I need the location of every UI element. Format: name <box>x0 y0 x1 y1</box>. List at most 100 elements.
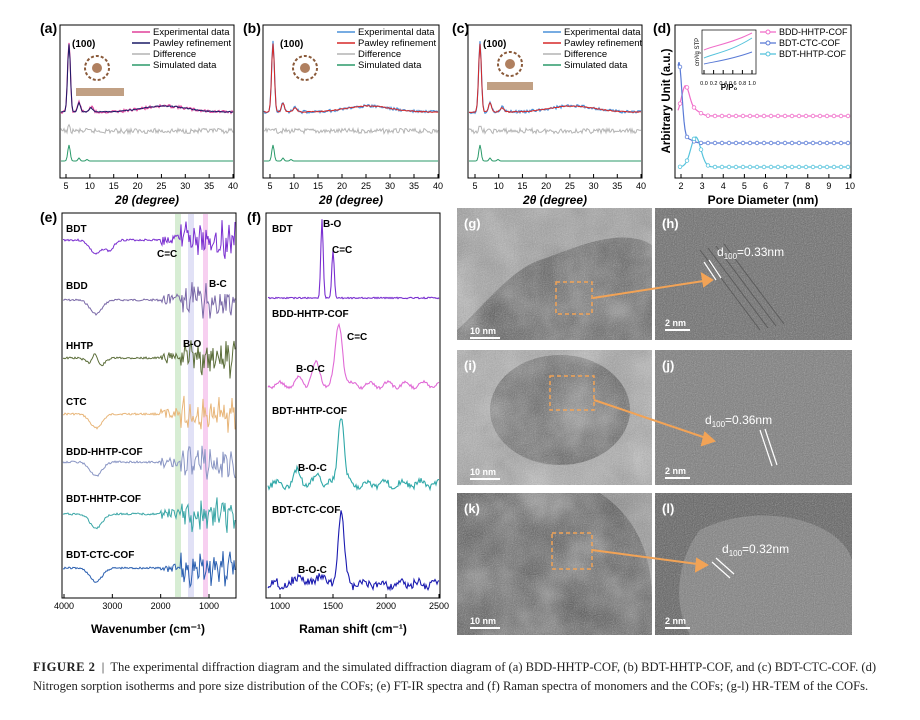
pd-ticks-label: 5 <box>742 181 747 191</box>
panel-d-marker-ctc <box>789 140 795 146</box>
panel-d-marker-ctc <box>796 140 802 146</box>
panel-d-marker-hhtp <box>726 164 732 170</box>
panel-e-annotation-bc: B-C <box>209 279 227 290</box>
panel-d-marker-bdd <box>691 105 697 110</box>
panel-b-lines <box>263 40 439 162</box>
panel-d-xlabel: Pore Diameter (nm) <box>708 193 819 207</box>
panel-a-structure-icon <box>76 55 124 96</box>
panel-a-x-ticks: 5 10 15 20 25 30 35 40 <box>63 174 238 191</box>
panel-d-marker-hhtp <box>838 164 844 170</box>
panel-d-marker-ctc <box>817 140 823 146</box>
panel-d-marker-hhtp <box>824 164 830 170</box>
tem-scale-k: 10 nm <box>470 616 496 626</box>
tem-label-k: (k) <box>464 501 480 516</box>
panel-d-marker-hhtp <box>684 158 690 163</box>
panel-f: (f) BDT BDD-HHTP-COF BDT-HHTP-COF BDT-CT… <box>247 209 449 636</box>
panel-d-marker-bdd <box>698 110 704 116</box>
panel-d-marker-ctc <box>740 140 746 146</box>
pc-ticks-label: 15 <box>517 181 527 191</box>
panel-d-marker-hhtp <box>733 164 739 170</box>
panel-a-legend-diff: Difference <box>153 49 196 60</box>
tem-images: (g) 10 nm (h) d100=0.33nm 2 nm (i) <box>457 208 852 635</box>
pd-inset-ticks-label: 0.4 <box>719 81 727 87</box>
panel-e-annotation-cc: C=C <box>157 249 177 260</box>
tem-label-j: (j) <box>662 358 674 373</box>
panel-d-marker-bdd <box>768 113 774 119</box>
panel-d-marker-ctc <box>726 140 732 146</box>
panel-d-marker-bdd <box>719 113 725 119</box>
pb-ticks-label: 20 <box>337 181 347 191</box>
panel-e-label: (e) <box>40 209 57 225</box>
panel-e: (e) BDT BDD HHTP CTC BDD-HHTP-COF BDT-HH… <box>40 209 237 636</box>
panel-d-marker-hhtp <box>768 164 774 170</box>
tem-label-i: (i) <box>464 358 476 373</box>
panel-e-label-ctc: CTC <box>66 397 87 408</box>
panel-a-simulated-line <box>61 144 233 162</box>
pf-ticks-label: 2000 <box>376 601 396 611</box>
pa-ticks-label: 15 <box>109 181 119 191</box>
tem-scale-g: 10 nm <box>470 326 496 336</box>
panel-e-frame <box>61 212 237 599</box>
panel-d-marker-ctc <box>782 140 788 146</box>
pd-ticks-label: 8 <box>805 181 810 191</box>
tem-scale-i: 10 nm <box>470 467 496 477</box>
panel-b-legend-sim: Simulated data <box>358 60 422 71</box>
panel-d-frame <box>674 24 852 179</box>
panel-c-frame <box>467 24 643 179</box>
pb-ticks-label: 5 <box>267 181 272 191</box>
panel-d-marker-hhtp <box>719 164 725 170</box>
panel-d-marker-ctc <box>698 140 704 146</box>
tem-label-h: (h) <box>662 216 679 231</box>
panel-d-inset-ticks: 0.0 0.2 0.4 0.6 0.8 1.0 <box>700 70 756 87</box>
panel-b-legend: Experimental data Pawley refinement Diff… <box>337 27 437 71</box>
panel-d-marker-bdd <box>838 113 844 119</box>
pd-inset-ticks-label: 0.2 <box>710 81 718 87</box>
panel-d-marker-bdd <box>831 113 837 119</box>
panel-a-xlabel: 2θ (degree) <box>114 193 179 207</box>
panel-e-label-bdt: BDT <box>66 224 87 235</box>
pd-ticks-label: 4 <box>721 181 726 191</box>
pb-ticks-label: 40 <box>433 181 443 191</box>
panel-f-frame <box>265 212 441 599</box>
panel-d-marker-bdd <box>796 113 802 119</box>
panel-a: (a) (100) Experimental data Pawley refin… <box>40 20 238 207</box>
panel-d-legend: BDD-HHTP-COF BDT-CTC-COF BDT-HHTP-COF <box>760 27 848 59</box>
panel-f-trace-bdd-hhtp-cof <box>267 322 440 391</box>
pc-ticks-label: 40 <box>636 181 646 191</box>
pd-ticks-label: 10 <box>845 181 855 191</box>
panel-f-label-bdt: BDT <box>272 224 293 235</box>
tem-scale-j: 2 nm <box>665 466 686 476</box>
panel-a-frame <box>59 24 235 179</box>
panel-d-marker-ctc <box>810 140 816 146</box>
panel-c-legend-pawley: Pawley refinement <box>564 38 643 49</box>
panel-c-simulated-line <box>469 144 641 162</box>
panel-c-legend-diff: Difference <box>564 49 607 60</box>
panel-e-label-bdt-ctc-cof: BDT-CTC-COF <box>66 550 134 561</box>
panel-d-marker-hhtp <box>712 164 718 170</box>
panel-d-inset-ylabel: cm³/g STP <box>695 38 701 66</box>
panel-c: (c) (100) Experimental data Pawley refin… <box>452 20 646 207</box>
tem-dvalue-h: d100=0.33nm <box>717 245 784 261</box>
panel-b-structure-icon <box>292 55 318 81</box>
panel-f-label-bdt-hhtp-cof: BDT-HHTP-COF <box>272 406 347 417</box>
pd-ticks-label: 7 <box>784 181 789 191</box>
pc-ticks-label: 35 <box>612 181 622 191</box>
caption-separator: | <box>101 660 105 674</box>
panel-f-trace-bdt-hhtp-cof <box>267 418 440 492</box>
panel-d-marker-ctc <box>845 140 851 146</box>
panel-c-lines <box>468 41 642 162</box>
panel-e-label-hhtp: HHTP <box>66 341 94 352</box>
tem-scale-l: 2 nm <box>665 616 686 626</box>
pb-ticks-label: 35 <box>409 181 419 191</box>
pa-ticks-label: 20 <box>133 181 143 191</box>
tem-image-g: (g) 10 nm <box>457 208 652 340</box>
panel-e-trace-bdd-hhtp-cof <box>62 445 236 480</box>
pf-ticks-label: 1000 <box>270 601 290 611</box>
panel-d-marker-bdd <box>845 113 851 119</box>
panel-b-simulated-line <box>264 144 438 162</box>
pe-ticks-label: 3000 <box>102 601 122 611</box>
panel-e-xlabel: Wavenumber (cm⁻¹) <box>91 622 205 636</box>
pd-inset-ticks-label: 0.0 <box>700 81 708 87</box>
panel-d-marker-hhtp <box>691 136 697 142</box>
